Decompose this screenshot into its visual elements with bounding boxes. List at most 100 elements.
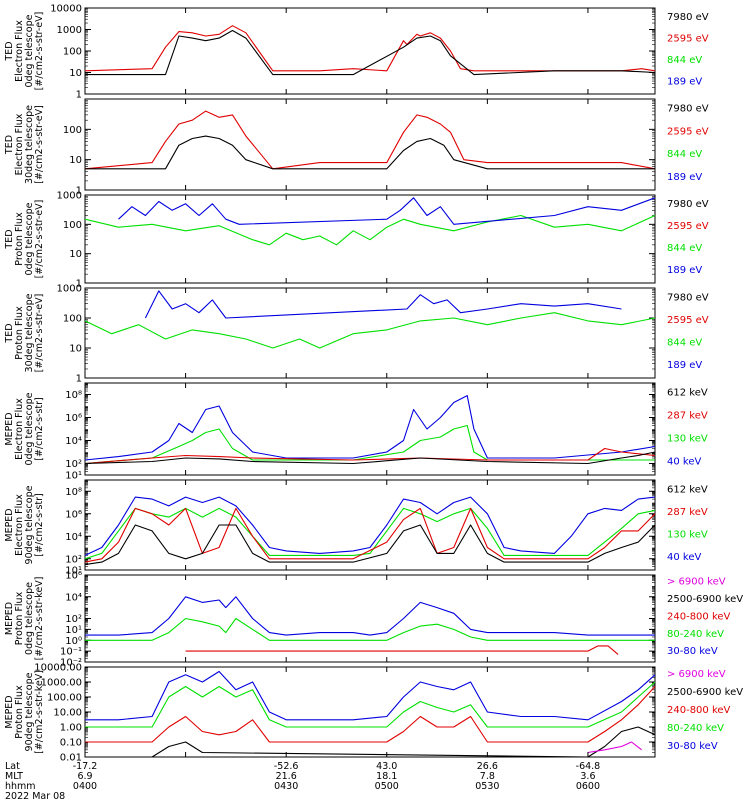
panel-6-ytick-label: 10⁶ — [65, 509, 82, 520]
panel-1-ylabel-line: Electron Flux — [14, 20, 25, 82]
x-axis-row-value: 0500 — [375, 781, 399, 792]
panel-1-legend-entry: 2595 eV — [667, 33, 709, 44]
panel-8-series-blue — [85, 670, 656, 721]
panel-4-ytick-label: 1 — [76, 374, 82, 385]
panel-4-legend-entry: 844 eV — [667, 337, 702, 348]
x-axis-date: 2022 Mar 08 — [5, 791, 65, 800]
panel-7-ytick-label: 10⁶ — [65, 571, 82, 582]
x-axis-row-value: -17.2 — [73, 761, 98, 772]
x-axis-row-value: 26.6 — [477, 761, 498, 772]
panel-5-legend-entry: 130 keV — [667, 434, 708, 445]
panel-8-legend-entry: > 6900 keV — [667, 669, 726, 680]
panel-7-ytick-label: 10¹ — [65, 625, 82, 636]
x-axis-row-value: 0400 — [73, 781, 97, 792]
panel-4-ylabel-line: [#/cm2-s-str-eV] — [34, 294, 45, 373]
panel-3-ylabel-line: 0deg telescope — [24, 202, 35, 275]
panel-4-series-green — [84, 312, 656, 349]
panel-6-ylabel-line: 90deg telescope — [24, 485, 35, 564]
panel-4-legend-entry: 2595 eV — [667, 315, 709, 326]
panel-7-ytick-label: 10⁴ — [65, 592, 82, 603]
panel-4-series-blue — [144, 290, 622, 319]
panel-4-legend-entry: 7980 eV — [667, 292, 709, 303]
panel-6-series-blue — [84, 496, 656, 556]
panel-2-ylabel-line: 30deg telescope — [24, 105, 35, 184]
panel-2-legend-entry: 189 eV — [667, 172, 702, 183]
panel-5-series-green — [84, 424, 655, 465]
panel-6-ytick-label: 10⁸ — [65, 487, 82, 498]
panel-5-ytick-label: 10¹ — [65, 471, 82, 482]
x-axis-row-value: 0600 — [576, 781, 600, 792]
panel-1-ylabel-line: TED — [4, 41, 15, 61]
x-axis-row-label: Lat — [5, 761, 20, 772]
panel-8-series-green — [85, 681, 656, 728]
panel-1-series-black — [85, 29, 656, 76]
panel-2-series-black — [85, 135, 655, 170]
panel-3-legend-entry: 844 eV — [667, 243, 702, 254]
panel-1-ylabel-line: [#/cm2-s-str-eV] — [34, 12, 45, 91]
panel-6-frame — [84, 479, 656, 571]
panel-1-ytick-label: 10000 — [50, 4, 82, 15]
x-axis-row-value: -64.8 — [576, 761, 601, 772]
panel-2-legend-entry: 844 eV — [667, 149, 702, 160]
panel-6-series-black — [84, 524, 656, 566]
x-axis-row-value: 18.1 — [376, 771, 397, 782]
panel-8-frame — [84, 666, 656, 758]
panel-3-ylabel-line: [#/cm2-s-str-eV] — [34, 200, 45, 279]
panel-8-ylabel-line: [#/cm2-s-str-keV] — [34, 670, 45, 754]
x-axis-row-label: hhmm — [5, 781, 36, 792]
panel-8-legend-entry: 80-240 keV — [667, 723, 724, 734]
panel-3-ytick-label: 10 — [69, 249, 82, 260]
panel-4-ytick-label: 10 — [69, 344, 82, 355]
panel-2-legend-entry: 2595 eV — [667, 126, 709, 137]
panel-7-legend-entry: 80-240 keV — [667, 629, 724, 640]
panel-5-ytick-label: 10⁴ — [65, 436, 82, 447]
panel-8-ylabel-line: Proton Flux — [14, 685, 25, 739]
panel-4-ytick-label: 100 — [63, 314, 82, 325]
panel-6-legend-entry: 287 keV — [667, 507, 708, 518]
panel-1-series-red — [84, 25, 656, 72]
panel-1-legend-entry: 844 eV — [667, 55, 702, 66]
panel-8-ytick-label: 10000.00 — [34, 663, 82, 674]
panel-7-ytick-label: 10⁻¹ — [60, 647, 82, 658]
panel-2-ylabel-line: [#/cm2-s-str-eV] — [34, 105, 45, 184]
panel-5-legend-entry: 612 keV — [667, 388, 708, 399]
panel-7-ylabel-line: [#/cm2-s-str-keV] — [34, 577, 45, 661]
panel-7-ylabel-line: Proton Flux — [14, 591, 25, 645]
panel-3-frame — [84, 194, 656, 284]
panel-2-ytick-label: 10 — [69, 155, 82, 166]
panel-4-ylabel-line: Proton Flux — [14, 306, 25, 360]
panel-7-series-blue — [85, 596, 655, 636]
panel-6-legend-entry: 130 keV — [667, 529, 708, 540]
panel-5-ylabel-line: MEPED — [4, 412, 15, 445]
panel-4-frame — [84, 287, 656, 379]
panel-5-series-red — [84, 447, 656, 465]
panel-1-ytick-label: 1000 — [57, 25, 82, 36]
panel-3-legend-entry: 2595 eV — [667, 221, 709, 232]
panel-6-ylabel-line: MEPED — [4, 508, 15, 541]
panel-8-ytick-label: 1.00 — [60, 723, 82, 734]
panel-7-series-red — [185, 645, 619, 655]
panel-1-legend-entry: 7980 eV — [667, 12, 709, 23]
panel-4-ytick-label: 1000 — [57, 284, 82, 295]
panel-1-ylabel-line: 0deg telescope — [24, 14, 35, 87]
panel-5-legend-entry: 40 keV — [667, 457, 701, 468]
panel-2-series-red — [84, 110, 656, 170]
x-axis-row-value: 43.0 — [376, 761, 397, 772]
panel-1-ytick-label: 10 — [69, 68, 82, 79]
x-axis-row-value: 0530 — [475, 781, 499, 792]
x-axis-row-value: 7.8 — [480, 771, 495, 782]
panel-1-frame — [84, 7, 656, 95]
panel-2-ylabel-line: TED — [4, 135, 15, 155]
x-axis-row-value: 21.6 — [276, 771, 297, 782]
panel-5-ylabel-line: 0deg telescope — [24, 392, 35, 465]
panel-8-legend-entry: 30-80 keV — [667, 741, 718, 752]
panel-6-ytick-label: 10¹ — [65, 566, 82, 577]
panel-7-ylabel-line: MEPED — [4, 602, 15, 635]
panel-8-ylabel-line: 90deg telescope — [24, 672, 35, 751]
panel-3-ytick-label: 100 — [63, 220, 82, 231]
panel-5-legend-entry: 287 keV — [667, 411, 708, 422]
panel-8-ytick-label: 100.00 — [47, 693, 82, 704]
panel-8-ytick-label: 0.01 — [60, 753, 82, 764]
panel-8-legend-entry: 240-800 keV — [667, 705, 731, 716]
